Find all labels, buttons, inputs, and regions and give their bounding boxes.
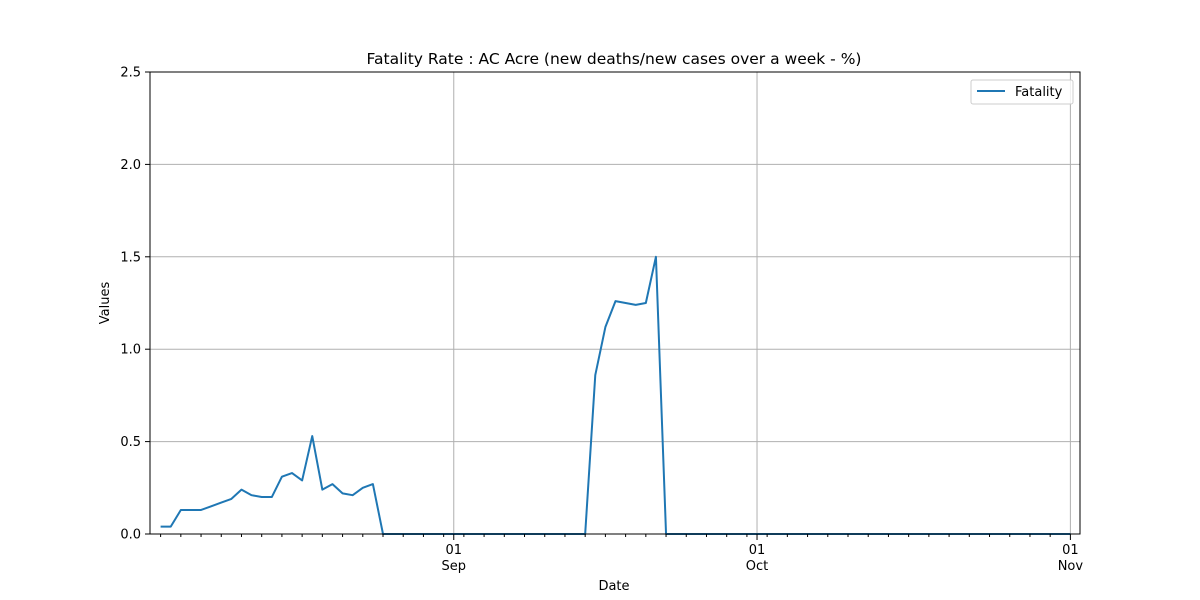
x-tick-label-month: Sep	[442, 559, 467, 574]
series-layer	[160, 255, 1071, 535]
y-tick-label: 2.0	[120, 158, 141, 173]
x-tick-label-month: Oct	[746, 559, 768, 574]
y-tick-label: 2.5	[120, 66, 141, 81]
chart-title: Fatality Rate : AC Acre (new deaths/new …	[367, 50, 862, 68]
legend-label-fatality: Fatality	[1015, 85, 1063, 100]
series-line-fatality	[160, 255, 1071, 535]
x-tick-label-day: 01	[1062, 543, 1079, 558]
y-tick-label: 1.0	[120, 343, 141, 358]
y-axis-label: Values	[98, 282, 113, 325]
legend: Fatality	[970, 79, 1074, 105]
y-tick-label: 0.5	[120, 435, 141, 450]
x-axis-label: Date	[598, 579, 629, 594]
x-tick-label-month: Nov	[1058, 559, 1084, 574]
legend-box	[970, 79, 1074, 105]
x-tick-label-day: 01	[749, 543, 766, 558]
plot-frame	[149, 71, 1081, 535]
y-tick-label: 0.0	[120, 528, 141, 543]
x-tick-label-day: 01	[445, 543, 462, 558]
y-tick-label: 1.5	[120, 250, 141, 265]
